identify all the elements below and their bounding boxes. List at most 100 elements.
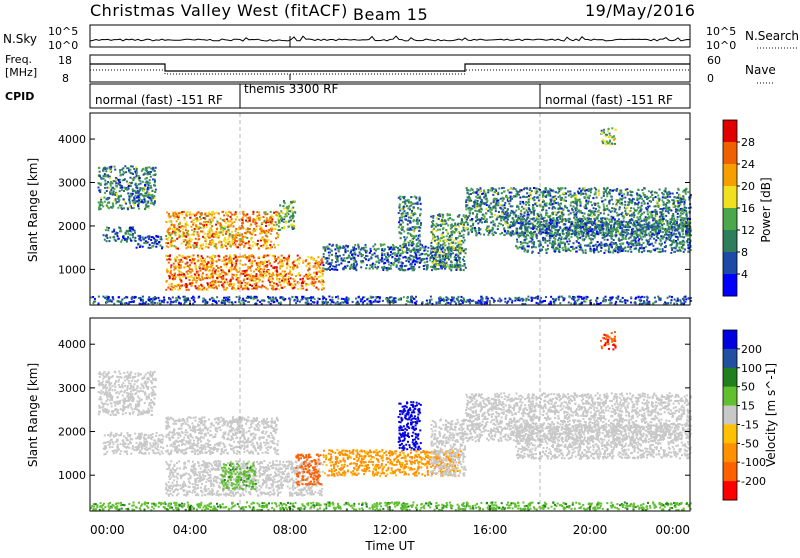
power-data-cell-4 <box>271 281 273 283</box>
power-data-cell-4 <box>229 285 231 287</box>
power-data-cell-9 <box>479 191 481 193</box>
power-data-cell-4 <box>226 255 228 257</box>
power-data-cell-3 <box>260 226 262 228</box>
power-data-cell-1 <box>130 227 132 229</box>
power-data-cell-0 <box>150 202 152 204</box>
power-data-cell-3 <box>265 230 267 232</box>
power-data-cell-4 <box>195 287 197 289</box>
power-data-cell-9 <box>627 213 629 215</box>
power-data-cell-3 <box>195 214 197 216</box>
power-data-cell-9 <box>540 214 542 216</box>
power-data-cell-9 <box>483 196 485 198</box>
power-data-cell-4 <box>219 276 221 278</box>
power-data-cell-4 <box>220 281 222 283</box>
power-data-cell-3 <box>222 227 224 229</box>
power-data-cell-0 <box>112 205 114 207</box>
power-data-cell-9 <box>525 204 527 206</box>
power-data-cell-7 <box>403 197 405 199</box>
power-data-cell-0 <box>129 203 131 205</box>
power-data-cell-6 <box>332 265 334 267</box>
power-data-cell-9 <box>539 194 541 196</box>
power-data-cell-4 <box>248 274 250 276</box>
power-data-cell-4 <box>171 286 173 288</box>
power-data-cell-9 <box>493 206 495 208</box>
power-data-cell-3 <box>220 226 222 228</box>
power-data-cell-1 <box>132 226 134 228</box>
power-data-cell-4 <box>198 276 200 278</box>
power-data-cell-4 <box>205 269 207 271</box>
power-data-cell-4 <box>260 271 262 273</box>
power-data-cell-8 <box>437 249 439 251</box>
power-data-cell-3 <box>200 223 202 225</box>
power-data-cell-6 <box>335 261 337 263</box>
power-data-cell-6 <box>369 252 371 254</box>
power-data-cell-6 <box>374 243 376 245</box>
power-data-cell-3 <box>236 216 238 218</box>
power-data-cell-0 <box>136 168 138 170</box>
power-data-cell-4 <box>185 277 187 279</box>
power-data-cell-4 <box>309 265 311 267</box>
power-data-cell-4 <box>193 279 195 281</box>
power-data-cell-6 <box>345 250 347 252</box>
power-data-cell-3 <box>247 243 249 245</box>
power-data-cell-3 <box>206 222 208 224</box>
power-data-cell-9 <box>645 207 647 209</box>
power-data-cell-7 <box>416 235 418 237</box>
power-data-cell-6 <box>323 256 325 258</box>
power-data-cell-3 <box>195 238 197 240</box>
power-data-cell-3 <box>227 238 229 240</box>
power-data-cell-6 <box>347 261 349 263</box>
power-data-cell-9 <box>580 210 582 212</box>
power-data-cell-3 <box>254 234 256 236</box>
power-data-cell-9 <box>637 213 639 215</box>
power-data-cell-3 <box>178 212 180 214</box>
power-data-cell-0 <box>123 172 125 174</box>
power-data-cell-4 <box>218 255 220 257</box>
power-data-cell-0 <box>141 201 143 203</box>
power-data-cell-4 <box>214 256 216 258</box>
power-data-cell-9 <box>527 202 529 204</box>
power-data-cell-8 <box>458 268 460 270</box>
power-data-cell-4 <box>189 279 191 281</box>
power-data-cell-8 <box>442 227 444 229</box>
power-data-cell-3 <box>252 213 254 215</box>
power-data-cell-8 <box>432 262 434 264</box>
power-data-cell-9 <box>495 204 497 206</box>
power-data-cell-4 <box>226 266 228 268</box>
power-data-cell-0 <box>98 167 100 169</box>
power-data-cell-9 <box>491 209 493 211</box>
power-data-cell-9 <box>567 210 569 212</box>
power-data-cell-3 <box>256 215 258 217</box>
power-data-cell-9 <box>627 204 629 206</box>
power-data-cell-0 <box>153 195 155 197</box>
power-data-cell-7 <box>406 200 408 202</box>
power-data-cell-4 <box>198 278 200 280</box>
power-data-cell-4 <box>217 281 219 283</box>
power-data-cell-3 <box>179 223 181 225</box>
power-data-cell-9 <box>549 215 551 217</box>
power-data-cell-9 <box>683 211 685 213</box>
power-data-cell-7 <box>408 220 410 222</box>
power-data-cell-3 <box>252 221 254 223</box>
power-data-cell-0 <box>119 205 121 207</box>
power-data-cell-9 <box>596 222 598 224</box>
power-data-cell-3 <box>207 215 209 217</box>
power-data-cell-9 <box>546 202 548 204</box>
power-data-cell-4 <box>229 254 231 256</box>
power-data-cell-0 <box>113 180 115 182</box>
power-data-cell-9 <box>628 198 630 200</box>
power-data-cell-3 <box>231 214 233 216</box>
power-data-cell-5 <box>283 208 285 210</box>
power-data-cell-4 <box>294 284 296 286</box>
power-data-cell-9 <box>618 208 620 210</box>
power-data-cell-3 <box>226 214 228 216</box>
cpid-segment-2: themis 3300 RF <box>244 82 338 96</box>
power-data-cell-9 <box>546 235 548 237</box>
power-data-cell-9 <box>470 229 472 231</box>
power-data-cell-9 <box>606 205 608 207</box>
power-data-cell-0 <box>129 206 131 208</box>
power-data-cell-9 <box>504 207 506 209</box>
power-data-cell-9 <box>591 204 593 206</box>
power-data-cell-8 <box>434 256 436 258</box>
power-data-cell-4 <box>191 284 193 286</box>
